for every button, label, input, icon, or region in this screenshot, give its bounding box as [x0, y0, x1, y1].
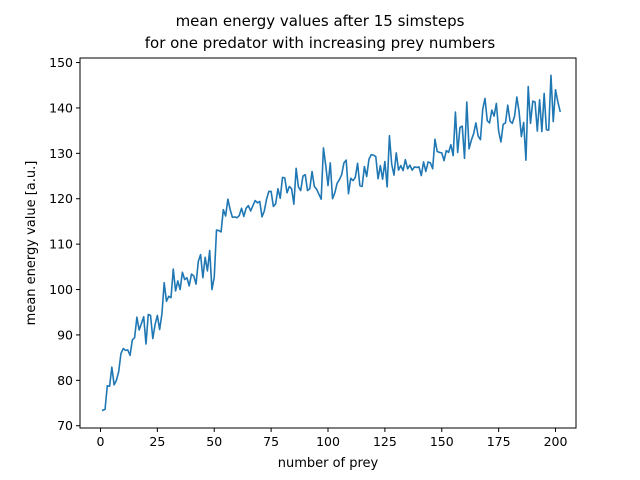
series-layer	[101, 74, 562, 412]
y-tick-label: 130	[49, 146, 73, 161]
y-tick-label: 110	[49, 237, 73, 252]
x-tick-label: 175	[487, 434, 511, 449]
y-tick-label: 80	[57, 373, 73, 388]
y-tick-label: 150	[49, 55, 73, 70]
x-tick-label: 200	[544, 434, 568, 449]
y-tick-label: 100	[49, 282, 73, 297]
x-tick-label: 150	[430, 434, 454, 449]
x-tick-label: 25	[149, 434, 165, 449]
y-tick-label: 140	[49, 100, 73, 115]
chart-title-line-2: for one predator with increasing prey nu…	[145, 34, 496, 52]
plot-frame	[79, 57, 577, 429]
y-tick-label: 70	[57, 418, 73, 433]
x-tick-label: 75	[263, 434, 279, 449]
x-tick-label: 0	[97, 434, 105, 449]
x-axis-label: number of prey	[278, 456, 379, 471]
x-tick-label: 125	[373, 434, 397, 449]
y-tick-label: 90	[57, 327, 73, 342]
y-axis-label: mean energy value [a.u.]	[24, 161, 39, 326]
y-tick-label: 120	[49, 191, 73, 206]
x-tick-label: 100	[316, 434, 340, 449]
ticks-layer: 0 25 50 75 100 125 150 175 200 70 80 90 100 110 120 130…	[49, 55, 567, 449]
series-line	[101, 74, 562, 412]
chart-title-line-1: mean energy values after 15 simsteps	[176, 12, 465, 30]
x-tick-label: 50	[206, 434, 222, 449]
